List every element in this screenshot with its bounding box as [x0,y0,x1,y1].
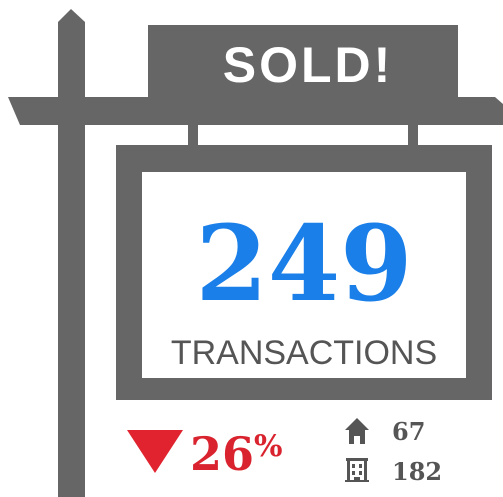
change: 26% [190,427,283,481]
down-arrow [127,430,183,473]
change-value: 26 [190,427,254,481]
count-label: TRANSACTIONS [171,334,437,372]
home-count: 67 [392,417,425,446]
hanger [408,125,418,147]
building-count: 182 [392,457,442,486]
title-plate [148,25,458,97]
hanger [188,125,198,147]
post [58,9,85,497]
change-unit: % [254,429,283,464]
board-face [142,172,466,378]
building-icon [345,458,369,482]
home-icon [345,418,369,444]
sign-title: SOLD! [223,37,394,93]
beam [8,97,503,125]
count: 249 [195,202,412,325]
